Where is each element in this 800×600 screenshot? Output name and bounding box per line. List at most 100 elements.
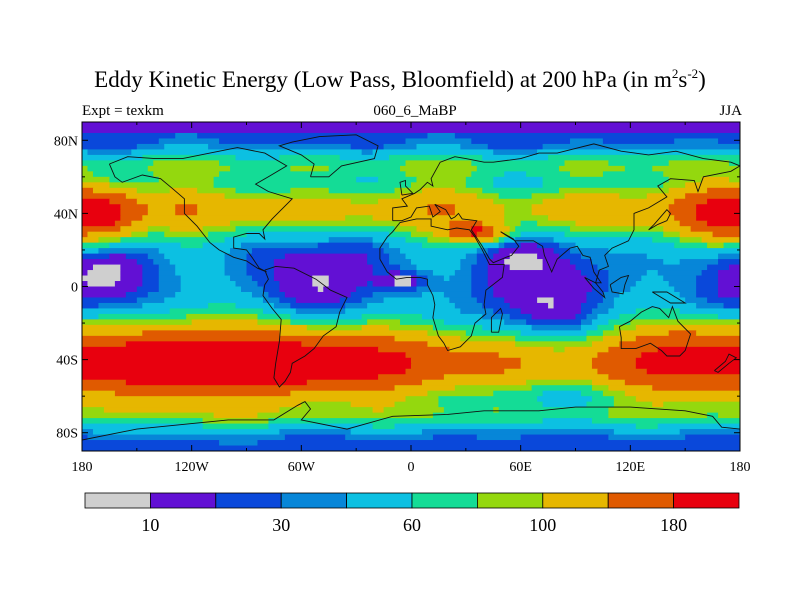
field-cell (389, 231, 412, 238)
field-cell (109, 182, 215, 189)
field-cell (498, 193, 533, 200)
field-cell (350, 143, 385, 151)
field-cell (284, 291, 352, 299)
field-cell (394, 401, 440, 408)
field-cell (405, 138, 472, 145)
field-cell (158, 281, 182, 288)
coastline-5 (278, 134, 379, 178)
field-cell (82, 390, 116, 397)
field-cell (251, 248, 385, 255)
field-cell (504, 319, 527, 326)
field-cell (498, 248, 555, 255)
field-cell (487, 270, 582, 277)
x-tick-label: 0 (408, 460, 415, 475)
field-cell (465, 182, 494, 189)
field-cell (208, 302, 237, 310)
field-cell (685, 434, 740, 441)
field-cell (290, 165, 330, 172)
field-cell (608, 374, 740, 381)
field-cell (624, 165, 653, 172)
field-cell (120, 275, 143, 282)
field-cell (394, 275, 412, 282)
field-cell (674, 198, 708, 205)
field-cell (120, 204, 149, 211)
field-cell (476, 434, 522, 441)
field-cell (411, 275, 418, 282)
field-cell (542, 401, 588, 408)
field-cell (608, 319, 631, 326)
field-cell (509, 264, 544, 271)
field-cell (718, 259, 740, 266)
field-cell (504, 231, 511, 238)
field-cell (98, 237, 121, 244)
field-cell (82, 127, 740, 134)
field-cell (125, 341, 302, 348)
field-cell (208, 231, 248, 238)
field-cell (279, 407, 374, 414)
field-cell (142, 215, 346, 222)
field-cell (82, 357, 412, 364)
field-cell (136, 198, 352, 205)
field-cell (92, 429, 280, 436)
field-cell (520, 220, 538, 227)
field-cell (82, 237, 100, 244)
field-cell (493, 390, 544, 397)
field-cell (520, 434, 609, 441)
field-cell (515, 341, 593, 348)
field-cell (339, 154, 390, 161)
chart-title-units: s (678, 67, 688, 92)
field-cell (82, 346, 379, 353)
field-cell (476, 297, 505, 304)
field-cell (493, 176, 544, 183)
field-cell (279, 286, 319, 293)
field-cell (580, 324, 599, 331)
field-cell (454, 209, 505, 216)
field-cell (421, 242, 483, 249)
field-cell (476, 193, 500, 200)
field-cell (164, 231, 209, 238)
field-cell (120, 209, 149, 216)
field-cell (405, 160, 472, 167)
field-cell (427, 281, 472, 288)
field-cell (158, 286, 182, 293)
field-cell (591, 396, 615, 403)
field-cell (82, 407, 105, 414)
x-tick-label: 180 (730, 460, 751, 475)
field-cell (597, 313, 620, 320)
field-cell (87, 281, 116, 288)
field-cell (158, 248, 231, 255)
field-cell (449, 231, 472, 238)
field-cell (432, 324, 483, 331)
field-cell (493, 253, 511, 260)
field-cell (608, 248, 740, 255)
colorbar-label: 30 (272, 515, 290, 535)
field-cell (153, 259, 171, 266)
field-cell (345, 302, 368, 310)
field-cell (526, 379, 593, 386)
field-cell (542, 176, 670, 183)
field-cell (158, 264, 176, 271)
field-cell (241, 242, 319, 249)
field-cell (619, 341, 740, 348)
field-cell (142, 264, 160, 271)
field-cell (125, 193, 226, 200)
field-cell (586, 291, 604, 299)
field-cell (114, 390, 291, 397)
field-cell (136, 259, 154, 266)
field-cell (471, 270, 489, 277)
field-cell (372, 270, 390, 277)
field-cell (82, 171, 94, 178)
field-cell (460, 308, 494, 315)
field-cell (241, 286, 264, 293)
field-cell (575, 242, 675, 249)
field-cell (202, 242, 242, 249)
field-cell (663, 182, 686, 189)
field-cell (460, 264, 472, 271)
field-cell (175, 209, 198, 216)
field-cell (718, 275, 740, 282)
field-cell (197, 204, 429, 211)
field-cell (268, 423, 374, 430)
field-cell (197, 132, 429, 140)
field-cell (482, 302, 511, 310)
field-cell (564, 193, 620, 200)
